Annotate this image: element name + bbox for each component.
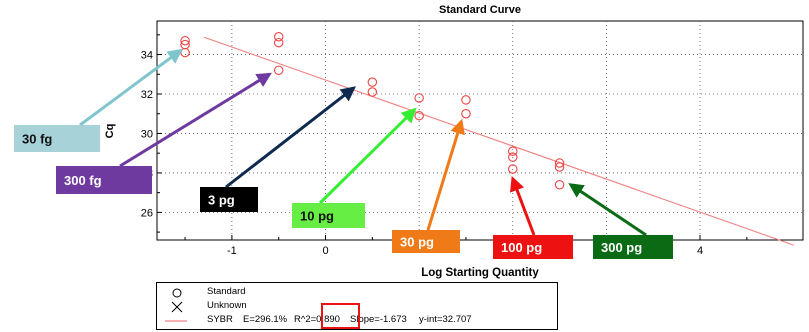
annotation-arrow <box>225 86 356 189</box>
data-point <box>180 35 190 46</box>
x-axis-label: Log Starting Quantity <box>421 267 539 279</box>
x-tick-label: 4 <box>697 245 703 257</box>
data-point <box>461 95 471 105</box>
y-tick-label: 30 <box>141 128 153 140</box>
legend-fit-efficiency: E=296.1% <box>243 314 288 325</box>
annotation-box <box>56 166 152 194</box>
fit-line <box>203 36 794 246</box>
annotation-arrow <box>318 107 417 205</box>
data-point <box>367 77 378 87</box>
annotation-label: 300 pg <box>601 240 642 255</box>
annotation-box <box>493 235 573 259</box>
data-point <box>554 162 565 172</box>
annotation-label: 3 pg <box>208 193 235 208</box>
y-axis-label: Cq <box>104 124 116 139</box>
legend-fit-yint: y-int=32.707 <box>419 314 472 325</box>
legend-fit-r2: R^2=0.890 <box>294 314 340 325</box>
annotation-label: 30 fg <box>22 132 52 147</box>
y-tick-label: 34 <box>141 50 153 62</box>
data-point <box>367 87 378 97</box>
data-point <box>554 180 565 190</box>
data-point <box>273 65 284 76</box>
annotation-box <box>200 187 258 212</box>
annotation-box <box>14 125 100 152</box>
legend-item-standard: Standard <box>163 286 553 300</box>
annotation-label: 10 pg <box>300 209 334 224</box>
annotation-arrow <box>568 183 647 237</box>
x-tick-label: 0 <box>322 245 328 257</box>
annotation-box <box>392 230 460 253</box>
data-point <box>414 93 424 103</box>
annotation-box <box>292 203 365 228</box>
data-point <box>508 146 518 156</box>
data-point <box>508 164 518 174</box>
legend-fit-slope: Slope=-1.673 <box>350 314 407 325</box>
y-tick-label: 26 <box>141 207 153 219</box>
annotation-layer: 30 fg 300 fg 3 pg 10 pg 30 pg 100 pg 300 pg <box>14 48 673 259</box>
annotation-arrow <box>79 48 183 127</box>
plot-area <box>156 20 804 241</box>
annotation-arrow <box>426 118 465 231</box>
legend-unknown-label: Unknown <box>207 300 247 311</box>
annotation-label: 300 fg <box>64 173 102 188</box>
data-point <box>554 158 565 168</box>
data-point <box>273 37 284 48</box>
data-point <box>461 108 471 119</box>
grid <box>157 21 803 240</box>
annotation-arrow <box>509 176 536 236</box>
annotation-label: 100 pg <box>501 240 542 255</box>
legend-item-unknown: Unknown <box>163 300 553 314</box>
r2-highlight-box <box>321 303 360 329</box>
circle-marker-icon <box>172 288 182 298</box>
annotation-label: 30 pg <box>400 235 434 250</box>
line-marker-icon <box>165 320 187 322</box>
annotation-arrow <box>119 72 272 168</box>
fit-line-layer <box>203 36 794 246</box>
x-tick-label: -1 <box>227 245 237 257</box>
chart-legend: Standard Unknown SYBR E=296.1% R^2=0.890… <box>156 282 558 330</box>
annotation-box <box>593 235 673 259</box>
data-point <box>508 152 518 162</box>
x-marker-icon <box>171 301 183 313</box>
legend-item-fit: SYBR E=296.1% R^2=0.890 Slope=-1.673 y-i… <box>163 314 553 328</box>
standard-curve-chart: Standard Curve -1042628303234 Cq Log Sta… <box>14 4 804 279</box>
data-point <box>273 32 284 42</box>
data-points <box>180 32 565 190</box>
legend-fit-name: SYBR <box>207 314 233 325</box>
chart-title: Standard Curve <box>439 4 521 16</box>
legend-standard-label: Standard <box>207 286 246 297</box>
y-tick-label: 32 <box>141 89 153 101</box>
